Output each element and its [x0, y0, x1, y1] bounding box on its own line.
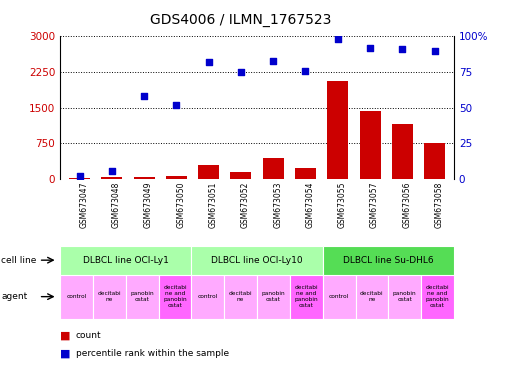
Text: decitabi
ne: decitabi ne: [98, 291, 121, 302]
Text: ■: ■: [60, 348, 71, 358]
Bar: [263, 158, 283, 179]
Point: [172, 102, 180, 108]
Bar: [60, 275, 93, 319]
Text: control: control: [198, 294, 218, 299]
Text: GSM673054: GSM673054: [305, 182, 314, 228]
Text: DLBCL line OCI-Ly1: DLBCL line OCI-Ly1: [83, 256, 169, 265]
Bar: [224, 275, 257, 319]
Text: GSM673051: GSM673051: [209, 182, 218, 228]
Bar: [133, 177, 155, 179]
Text: DLBCL line Su-DHL6: DLBCL line Su-DHL6: [343, 256, 434, 265]
Text: GSM673058: GSM673058: [435, 182, 444, 228]
Point: [269, 58, 277, 64]
Point: [334, 36, 342, 42]
Point: [430, 48, 439, 54]
Bar: [359, 111, 381, 179]
Bar: [424, 142, 445, 179]
Bar: [191, 275, 224, 319]
Text: decitabi
ne and
panobin
ostat: decitabi ne and panobin ostat: [426, 285, 449, 308]
Text: GSM673052: GSM673052: [241, 182, 250, 228]
Text: decitabi
ne: decitabi ne: [229, 291, 253, 302]
Text: decitabi
ne and
panobin
ostat: decitabi ne and panobin ostat: [163, 285, 187, 308]
Bar: [126, 275, 158, 319]
Point: [398, 46, 406, 52]
Point: [366, 45, 374, 51]
Bar: [198, 165, 219, 179]
Text: GSM673050: GSM673050: [176, 182, 185, 228]
Text: GSM673047: GSM673047: [79, 182, 88, 228]
Bar: [295, 168, 316, 179]
Point: [140, 93, 148, 99]
Bar: [158, 275, 191, 319]
Text: count: count: [76, 331, 101, 341]
Point: [204, 59, 213, 65]
Bar: [392, 124, 413, 179]
Bar: [388, 275, 421, 319]
Text: ■: ■: [60, 331, 71, 341]
Bar: [60, 246, 191, 275]
Bar: [257, 275, 290, 319]
Bar: [327, 81, 348, 179]
Text: control: control: [329, 294, 349, 299]
Text: GSM673057: GSM673057: [370, 182, 379, 228]
Bar: [166, 176, 187, 179]
Bar: [231, 172, 252, 179]
Text: GSM673048: GSM673048: [112, 182, 121, 228]
Text: GSM673053: GSM673053: [273, 182, 282, 228]
Text: agent: agent: [1, 292, 27, 301]
Text: DLBCL line OCI-Ly10: DLBCL line OCI-Ly10: [211, 256, 303, 265]
Text: panobin
ostat: panobin ostat: [130, 291, 154, 302]
Point: [75, 173, 84, 179]
Point: [237, 69, 245, 75]
Text: decitabi
ne and
panobin
ostat: decitabi ne and panobin ostat: [294, 285, 318, 308]
Bar: [93, 275, 126, 319]
Bar: [421, 275, 454, 319]
Bar: [356, 275, 388, 319]
Point: [301, 68, 310, 74]
Text: cell line: cell line: [1, 256, 37, 265]
Point: [108, 169, 116, 175]
Bar: [290, 275, 323, 319]
Text: GSM673056: GSM673056: [402, 182, 411, 228]
Text: GSM673049: GSM673049: [144, 182, 153, 228]
Text: control: control: [66, 294, 87, 299]
Text: GSM673055: GSM673055: [338, 182, 347, 228]
Text: GDS4006 / ILMN_1767523: GDS4006 / ILMN_1767523: [150, 13, 331, 27]
Text: panobin
ostat: panobin ostat: [262, 291, 285, 302]
Bar: [69, 178, 90, 179]
Bar: [323, 275, 356, 319]
Bar: [323, 246, 454, 275]
Text: decitabi
ne: decitabi ne: [360, 291, 384, 302]
Bar: [191, 246, 323, 275]
Text: percentile rank within the sample: percentile rank within the sample: [76, 349, 229, 358]
Bar: [101, 177, 122, 179]
Text: panobin
ostat: panobin ostat: [393, 291, 416, 302]
